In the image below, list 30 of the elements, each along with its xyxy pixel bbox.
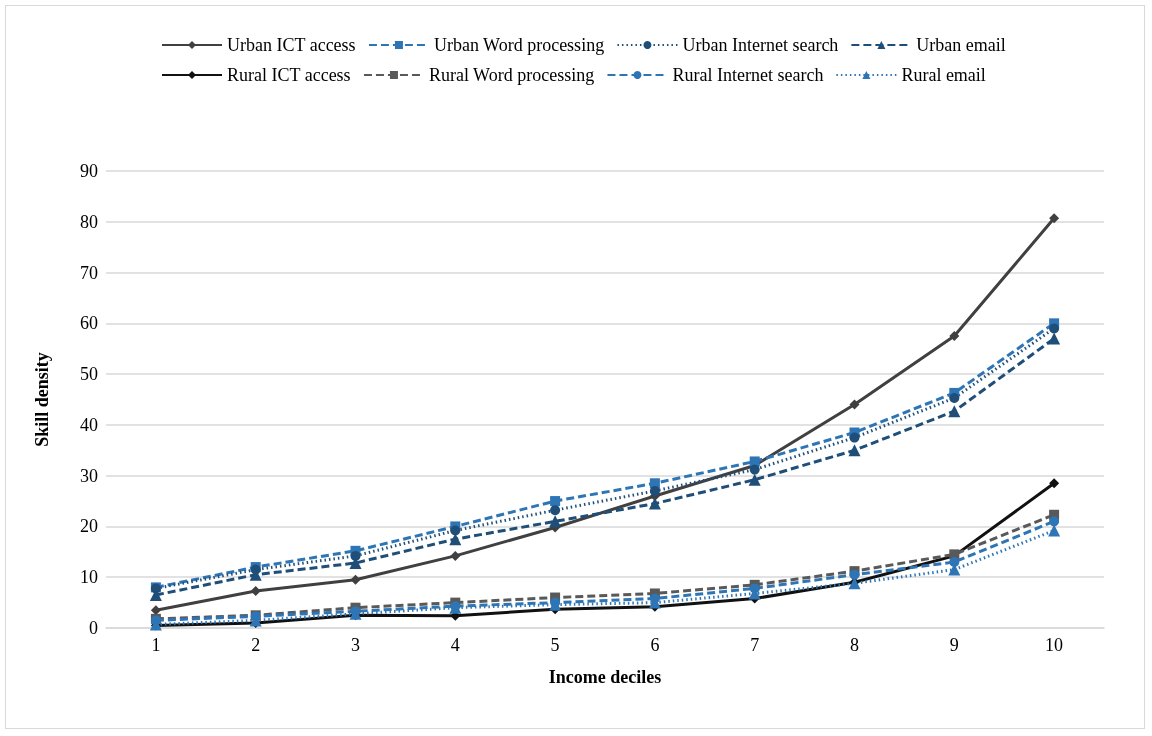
y-tick-label: 50 <box>80 364 98 385</box>
legend-label: Urban Word processing <box>433 35 605 55</box>
x-tick-label: 6 <box>650 635 660 655</box>
x-tick-label: 1 <box>151 635 161 655</box>
y-tick-label: 40 <box>80 414 98 435</box>
legend-label: Rural email <box>901 65 986 85</box>
x-tick-label: 5 <box>550 635 560 655</box>
x-tick-label: 8 <box>850 635 859 655</box>
x-tick-label: 2 <box>251 635 261 655</box>
x-tick-label: 3 <box>351 635 360 655</box>
legend-label: Urban Internet search <box>682 35 839 55</box>
legend-label: Rural Word processing <box>428 65 595 85</box>
legend-label: Urban ICT access <box>227 35 356 55</box>
y-axis-title: Skill density <box>32 352 52 447</box>
y-tick-label: 60 <box>80 313 98 334</box>
y-tick-label: 80 <box>80 211 98 232</box>
y-tick-label: 90 <box>80 161 98 181</box>
y-tick-label: 10 <box>80 567 98 588</box>
y-tick-label: 70 <box>80 262 98 283</box>
y-tick-label: 0 <box>89 618 98 638</box>
x-tick-label: 4 <box>450 635 460 655</box>
x-tick-label: 10 <box>1045 635 1064 655</box>
y-tick-label: 20 <box>80 516 98 537</box>
x-axis-title: Income deciles <box>548 667 662 687</box>
x-tick-label: 9 <box>949 635 959 655</box>
legend-label: Rural ICT access <box>227 65 351 85</box>
legend-label: Urban email <box>916 35 1006 55</box>
legend-label: Rural Internet search <box>672 65 824 85</box>
x-tick-label: 7 <box>750 635 760 655</box>
y-tick-label: 30 <box>80 465 98 486</box>
